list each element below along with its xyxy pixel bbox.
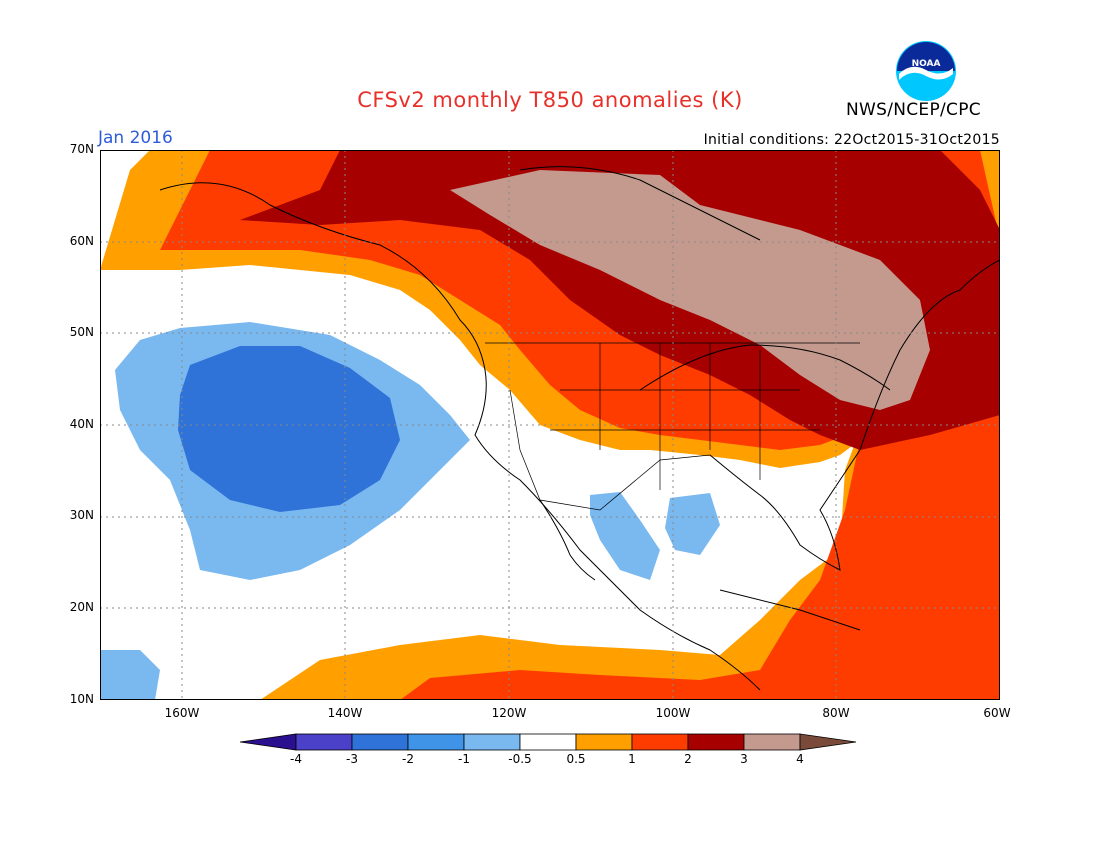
lon-label: 160W <box>164 706 200 720</box>
legend-cell <box>407 733 465 751</box>
legend-label: -2 <box>402 752 414 766</box>
legend-label: 1 <box>628 752 636 766</box>
legend-cell <box>575 733 633 751</box>
lon-label: 80W <box>822 706 850 720</box>
lat-label: 40N <box>69 417 94 431</box>
lat-label: 30N <box>69 508 94 522</box>
agency-label: NWS/NCEP/CPC <box>846 100 981 120</box>
anomaly-field-lightblue-westpac <box>100 650 160 700</box>
noaa-logo: NOAA <box>895 40 957 102</box>
legend-cell <box>295 733 353 751</box>
color-legend <box>240 733 857 751</box>
initial-conditions: Initial conditions: 22Oct2015-31Oct2015 <box>703 132 1000 148</box>
lat-label: 10N <box>69 692 94 706</box>
anomaly-map <box>100 150 1000 700</box>
legend-cell <box>463 733 521 751</box>
legend-label: -4 <box>290 752 302 766</box>
lat-label: 20N <box>69 600 94 614</box>
map-frame <box>100 150 1000 700</box>
grid-lines <box>100 150 1000 700</box>
lon-label: 100W <box>655 706 691 720</box>
anomaly-field-lightblue-texas <box>665 493 720 555</box>
legend-cell <box>351 733 409 751</box>
lon-label: 140W <box>327 706 363 720</box>
legend-cell <box>743 733 801 751</box>
legend-cell <box>687 733 745 751</box>
legend-label: 3 <box>740 752 748 766</box>
legend-arrow-max <box>799 733 857 751</box>
legend-arrow-min <box>240 733 297 751</box>
legend-cell <box>631 733 689 751</box>
anomaly-field-red-south <box>400 412 1000 700</box>
anomaly-field-brown-north <box>450 170 930 410</box>
anomaly-field-blue-pacific <box>178 346 400 512</box>
lat-label: 50N <box>69 325 94 339</box>
legend-label: -3 <box>346 752 358 766</box>
lat-label: 70N <box>69 142 94 156</box>
chart-title: CFSv2 monthly T850 anomalies (K) <box>357 88 743 112</box>
lon-label: 120W <box>491 706 527 720</box>
lat-label: 60N <box>69 234 94 248</box>
lon-label: 60W <box>983 706 1011 720</box>
logo-lettering: NOAA <box>912 59 941 69</box>
legend-label: -1 <box>458 752 470 766</box>
legend-label: 0.5 <box>566 752 586 766</box>
legend-label: 2 <box>684 752 692 766</box>
legend-label: -0.5 <box>508 752 532 766</box>
anomaly-field-lightblue-mexico <box>590 492 660 580</box>
forecast-month: Jan 2016 <box>98 128 173 148</box>
legend-label: 4 <box>796 752 804 766</box>
legend-cell <box>519 733 577 751</box>
